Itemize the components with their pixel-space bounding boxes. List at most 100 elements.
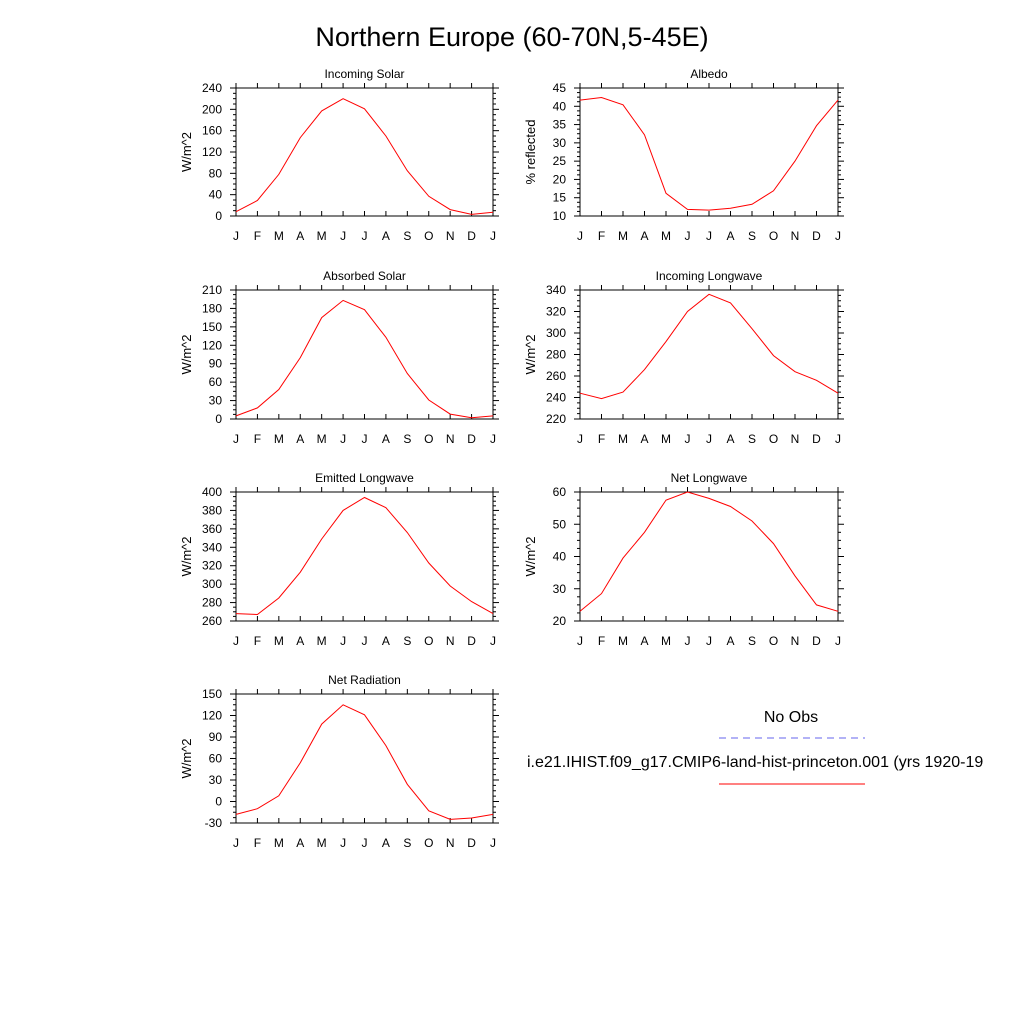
x-tick-label: J	[233, 634, 239, 648]
x-tick-label: S	[403, 432, 411, 446]
x-tick-label: M	[274, 634, 284, 648]
x-tick-label: N	[791, 432, 800, 446]
figure-title: Northern Europe (60-70N,5-45E)	[315, 22, 708, 52]
x-tick-label: F	[254, 432, 261, 446]
x-tick-label: O	[424, 634, 433, 648]
x-tick-label: M	[317, 634, 327, 648]
y-tick-label: 340	[202, 540, 222, 554]
x-tick-label: A	[382, 432, 390, 446]
x-tick-label: J	[685, 432, 691, 446]
x-tick-label: F	[254, 836, 261, 850]
y-tick-label: 80	[209, 166, 223, 180]
y-axis-label: W/m^2	[523, 334, 538, 374]
plot-frame	[580, 88, 838, 216]
x-tick-label: J	[577, 432, 583, 446]
x-tick-label: A	[726, 432, 734, 446]
x-tick-label: O	[769, 432, 778, 446]
y-tick-label: 240	[202, 81, 222, 95]
x-tick-label: A	[726, 229, 734, 243]
x-tick-label: N	[791, 634, 800, 648]
y-tick-label: 120	[202, 338, 222, 352]
x-tick-label: J	[685, 634, 691, 648]
y-tick-label: 360	[202, 522, 222, 536]
y-tick-label: -30	[205, 816, 223, 830]
y-axis-label: W/m^2	[179, 738, 194, 778]
y-tick-label: 0	[215, 209, 222, 223]
x-tick-label: M	[274, 432, 284, 446]
x-tick-label: A	[382, 634, 390, 648]
x-tick-label: J	[685, 229, 691, 243]
y-tick-label: 90	[209, 730, 223, 744]
y-tick-label: 20	[553, 614, 567, 628]
x-tick-label: A	[382, 836, 390, 850]
x-tick-label: N	[446, 836, 455, 850]
x-tick-label: S	[748, 634, 756, 648]
x-tick-label: J	[362, 634, 368, 648]
x-tick-label: N	[446, 634, 455, 648]
x-tick-label: D	[467, 836, 476, 850]
series-line	[580, 294, 838, 398]
x-tick-label: J	[490, 229, 496, 243]
x-tick-label: N	[791, 229, 800, 243]
x-tick-label: S	[748, 229, 756, 243]
x-tick-label: O	[424, 836, 433, 850]
x-tick-label: J	[577, 634, 583, 648]
x-tick-label: M	[317, 836, 327, 850]
x-tick-label: J	[233, 836, 239, 850]
x-tick-label: N	[446, 432, 455, 446]
y-tick-label: 320	[546, 305, 566, 319]
y-tick-label: 340	[546, 283, 566, 297]
series-line	[236, 705, 493, 820]
x-tick-label: F	[254, 634, 261, 648]
y-tick-label: 280	[546, 348, 566, 362]
x-tick-label: M	[274, 836, 284, 850]
y-tick-label: 30	[553, 136, 567, 150]
x-tick-label: D	[467, 634, 476, 648]
y-tick-label: 120	[202, 709, 222, 723]
x-tick-label: F	[598, 229, 605, 243]
x-tick-label: J	[490, 836, 496, 850]
x-tick-label: M	[618, 229, 628, 243]
x-tick-label: J	[340, 836, 346, 850]
x-tick-label: S	[748, 432, 756, 446]
series-line	[236, 99, 493, 215]
x-tick-label: O	[424, 432, 433, 446]
y-tick-label: 30	[209, 394, 223, 408]
x-tick-label: D	[812, 432, 821, 446]
x-tick-label: J	[233, 432, 239, 446]
x-tick-label: M	[317, 229, 327, 243]
x-tick-label: J	[706, 229, 712, 243]
y-tick-label: 90	[209, 357, 223, 371]
y-tick-label: 20	[553, 172, 567, 186]
y-tick-label: 260	[202, 614, 222, 628]
series-line	[580, 492, 838, 611]
y-tick-label: 160	[202, 124, 222, 138]
y-tick-label: 30	[553, 582, 567, 596]
plot-frame	[236, 88, 493, 216]
x-tick-label: A	[382, 229, 390, 243]
x-tick-label: J	[340, 432, 346, 446]
y-axis-label: W/m^2	[179, 132, 194, 172]
y-tick-label: 60	[553, 485, 567, 499]
plot-frame	[236, 694, 493, 823]
y-tick-label: 60	[209, 375, 223, 389]
y-tick-label: 40	[553, 99, 567, 113]
x-tick-label: A	[296, 229, 304, 243]
y-tick-label: 220	[546, 412, 566, 426]
x-tick-label: M	[618, 432, 628, 446]
x-tick-label: M	[317, 432, 327, 446]
legend-obs-label: No Obs	[764, 709, 818, 726]
chart-title: Albedo	[690, 67, 728, 81]
y-axis-label: W/m^2	[523, 536, 538, 576]
y-tick-label: 280	[202, 596, 222, 610]
x-tick-label: S	[403, 836, 411, 850]
plot-frame	[580, 290, 838, 419]
x-tick-label: O	[769, 634, 778, 648]
